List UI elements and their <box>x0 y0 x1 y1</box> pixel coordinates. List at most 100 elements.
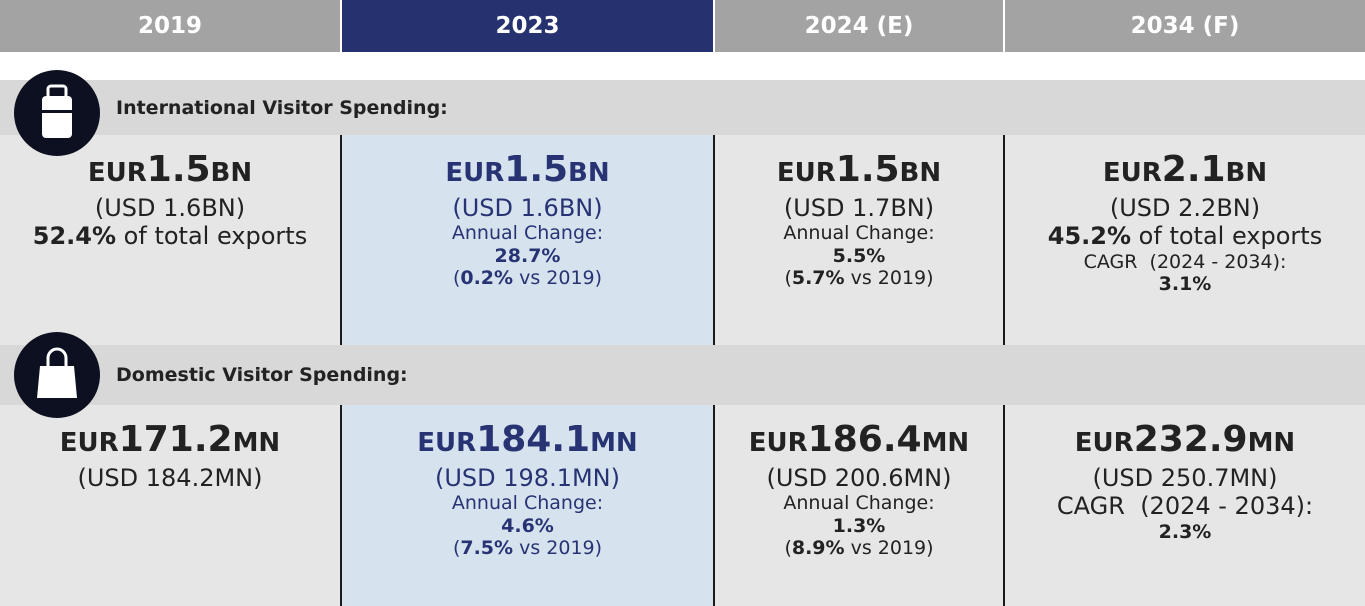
cell: EUR1.5BN (USD 1.6BN) 52.4% of total export… <box>0 135 340 345</box>
text-line: (USD 1.7BN) <box>715 194 1003 222</box>
text-line: 1.3% <box>715 515 1003 537</box>
amount-value: 1.5 <box>835 149 900 190</box>
text: Annual Change: <box>783 492 935 515</box>
column-separator <box>340 135 342 345</box>
currency: EUR <box>776 158 836 188</box>
text: ( <box>452 537 461 560</box>
bold-text: 3.1% <box>1158 273 1212 296</box>
text-line: 3.1% <box>1005 273 1365 295</box>
text: of total exports <box>1131 222 1323 251</box>
text-line: (USD 198.1MN) <box>342 464 713 492</box>
amount-value: 184.1 <box>476 419 591 460</box>
text-line: (8.9% vs 2019) <box>715 537 1003 559</box>
text: CAGR (2024 - 2034): <box>1083 250 1287 273</box>
text: (USD 250.7MN) <box>1092 464 1278 492</box>
bag-glyph <box>37 347 77 398</box>
amount: EUR186.4MN <box>715 419 1003 460</box>
header-cell: 2019 <box>0 0 340 52</box>
text-line: CAGR (2024 - 2034): <box>1005 492 1365 520</box>
bold-text: 1.3% <box>832 514 886 537</box>
bold-text: 4.6% <box>501 514 554 537</box>
bold-text: 52.4% <box>32 222 117 251</box>
column-separator <box>1003 405 1005 606</box>
unit: MN <box>590 428 638 458</box>
amount: EUR184.1MN <box>342 419 713 460</box>
cell: EUR232.9MN (USD 250.7MN) CAGR (2024 - 2034… <box>1005 405 1365 606</box>
text-line: 2.3% <box>1005 521 1365 543</box>
bold-text: 0.2% <box>460 267 514 290</box>
section-title: Domestic Visitor Spending: <box>116 364 408 386</box>
currency: EUR <box>748 428 808 458</box>
bold-text: 2.3% <box>1158 520 1212 543</box>
amount-value: 1.5 <box>504 149 569 190</box>
currency: EUR <box>87 158 147 188</box>
text-line: (7.5% vs 2019) <box>342 537 713 559</box>
text: Annual Change: <box>451 492 604 515</box>
cell: EUR186.4MN (USD 200.6MN) Annual Change: 1.3… <box>715 405 1003 606</box>
amount: EUR1.5BN <box>0 149 340 190</box>
amount: EUR171.2MN <box>0 419 340 460</box>
unit: BN <box>899 158 942 188</box>
bag-icon <box>14 332 100 418</box>
cell: EUR171.2MN (USD 184.2MN) <box>0 405 340 606</box>
text: Annual Change: <box>783 222 935 245</box>
text: of total exports <box>116 222 308 251</box>
unit: BN <box>568 158 610 188</box>
text: (USD 200.6MN) <box>766 464 952 492</box>
text: vs 2019) <box>513 267 603 290</box>
section-title: International Visitor Spending: <box>116 96 448 119</box>
text: (USD 184.2MN) <box>77 464 263 492</box>
header-cell: 2034 (F) <box>1005 0 1365 52</box>
text-line: Annual Change: <box>715 222 1003 244</box>
cell: EUR184.1MN (USD 198.1MN) Annual Change: 4.6… <box>342 405 713 606</box>
text: vs 2019) <box>513 537 603 560</box>
currency: EUR <box>445 158 505 188</box>
column-separator <box>713 405 715 606</box>
text-line: Annual Change: <box>715 492 1003 514</box>
text: Annual Change: <box>451 222 604 245</box>
amount-value: 186.4 <box>807 419 922 460</box>
column-separator <box>713 135 715 345</box>
section-band: Domestic Visitor Spending: <box>0 345 1365 405</box>
cell: EUR2.1BN (USD 2.2BN) 45.2% of total export… <box>1005 135 1365 345</box>
text: vs 2019) <box>844 537 934 560</box>
currency: EUR <box>417 428 477 458</box>
text: ( <box>452 267 461 290</box>
text: (USD 1.6BN) <box>94 194 246 222</box>
amount: EUR1.5BN <box>715 149 1003 190</box>
cell: EUR1.5BN (USD 1.7BN) Annual Change: 5.5% (5.… <box>715 135 1003 345</box>
text-line: 45.2% of total exports <box>1005 222 1365 250</box>
unit: BN <box>210 158 253 188</box>
amount: EUR1.5BN <box>342 149 713 190</box>
bold-text: 8.9% <box>791 537 845 560</box>
text-line: 52.4% of total exports <box>0 222 340 250</box>
text-line: (0.2% vs 2019) <box>342 267 713 289</box>
text-line: 4.6% <box>342 515 713 537</box>
text-line: (USD 200.6MN) <box>715 464 1003 492</box>
text: ( <box>784 537 792 560</box>
unit: MN <box>921 428 970 458</box>
text-line: (USD 1.6BN) <box>0 194 340 222</box>
header-cell: 2023 <box>342 0 713 52</box>
text-line: CAGR (2024 - 2034): <box>1005 251 1365 273</box>
unit: BN <box>1225 158 1268 188</box>
luggage-glyph <box>42 84 72 138</box>
column-separator <box>1003 135 1005 345</box>
text: vs 2019) <box>844 267 934 290</box>
text: ( <box>784 267 792 290</box>
amount-value: 1.5 <box>146 149 211 190</box>
currency: EUR <box>59 428 119 458</box>
text: (USD 1.6BN) <box>452 194 603 222</box>
text: (USD 1.7BN) <box>783 194 935 222</box>
text: (USD 2.2BN) <box>1109 194 1261 222</box>
currency: EUR <box>1102 158 1162 188</box>
cell: EUR1.5BN (USD 1.6BN) Annual Change: 28.7% (0… <box>342 135 713 345</box>
text-line: Annual Change: <box>342 222 713 244</box>
text-line: 5.5% <box>715 245 1003 267</box>
section-band: International Visitor Spending: <box>0 80 1365 135</box>
header-cell: 2024 (E) <box>715 0 1003 52</box>
text: CAGR (2024 - 2034): <box>1056 492 1314 521</box>
text-line: Annual Change: <box>342 492 713 514</box>
bold-text: 5.7% <box>791 267 845 290</box>
